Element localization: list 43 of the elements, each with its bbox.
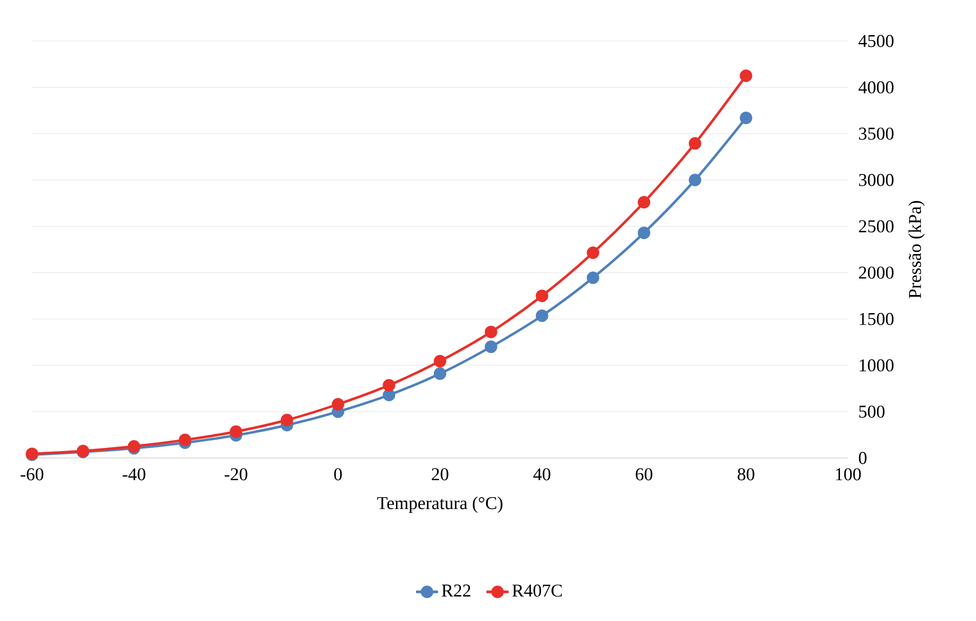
y-tick-label: 3500 [859,128,894,140]
point [638,196,650,208]
y-tick-label: 2000 [858,266,894,279]
legend-label: R407C [512,584,562,597]
x-tick-label: 60 [636,468,652,480]
y-tick-label: 1500 [860,312,894,326]
y-tick-label: 4000 [858,81,894,94]
point [586,246,600,259]
x-tick-label: 80 [738,468,754,480]
point [178,434,192,446]
legend-label: R22 [442,584,470,596]
point [382,388,396,402]
x-tick-label: 20 [432,468,448,480]
point [536,290,548,302]
y-tick-label: 0 [858,452,867,464]
point [382,379,396,392]
point [280,414,294,426]
y-tick-label: 4500 [858,34,894,48]
point [638,226,650,240]
x-tick-label: 40 [533,468,550,480]
point [688,174,702,186]
point [688,137,702,150]
point [332,398,344,410]
point [586,272,600,284]
x-tick-label: -40 [122,468,146,480]
point [484,340,498,354]
y-tick-label: 2500 [858,220,894,232]
x-tick-label: 100 [836,468,861,480]
point [434,367,446,380]
y-axis-title: Pressão (kPa) [908,201,925,298]
y-tick-label: 3000 [859,174,894,186]
x-tick-label: -20 [224,468,248,480]
x-tick-label: -60 [20,468,44,480]
point [484,326,498,338]
x-axis-title: Temperatura (°C) [377,496,502,513]
y-tick-label: 1000 [860,359,894,372]
point [434,354,446,368]
point [740,69,752,82]
point [230,425,242,438]
point [740,112,752,124]
x-tick-label: 0 [334,468,342,480]
point [536,310,548,322]
y-tick-label: 500 [859,406,885,418]
